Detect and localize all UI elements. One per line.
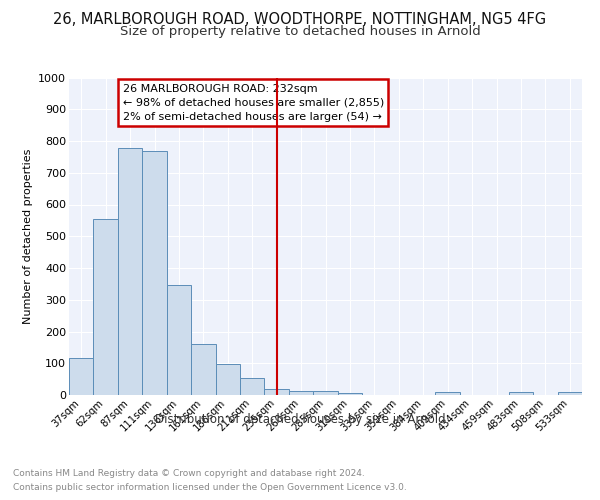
Text: 26, MARLBOROUGH ROAD, WOODTHORPE, NOTTINGHAM, NG5 4FG: 26, MARLBOROUGH ROAD, WOODTHORPE, NOTTIN…	[53, 12, 547, 28]
Bar	[94, 219, 118, 395]
Bar	[313, 391, 338, 395]
Bar	[118, 148, 142, 395]
Text: Contains public sector information licensed under the Open Government Licence v3: Contains public sector information licen…	[13, 482, 407, 492]
Bar	[215, 364, 240, 395]
Text: Distribution of detached houses by size in Arnold: Distribution of detached houses by size …	[155, 412, 445, 426]
Bar	[191, 344, 215, 395]
Bar	[338, 393, 362, 395]
Bar	[509, 392, 533, 395]
Bar	[167, 286, 191, 395]
Bar	[436, 392, 460, 395]
Bar	[557, 392, 582, 395]
Bar	[69, 358, 94, 395]
Bar	[265, 388, 289, 395]
Bar	[142, 150, 167, 395]
Text: 26 MARLBOROUGH ROAD: 232sqm
← 98% of detached houses are smaller (2,855)
2% of s: 26 MARLBOROUGH ROAD: 232sqm ← 98% of det…	[123, 84, 384, 122]
Y-axis label: Number of detached properties: Number of detached properties	[23, 148, 32, 324]
Text: Contains HM Land Registry data © Crown copyright and database right 2024.: Contains HM Land Registry data © Crown c…	[13, 469, 365, 478]
Bar	[289, 391, 313, 395]
Bar	[240, 378, 265, 395]
Text: Size of property relative to detached houses in Arnold: Size of property relative to detached ho…	[119, 25, 481, 38]
